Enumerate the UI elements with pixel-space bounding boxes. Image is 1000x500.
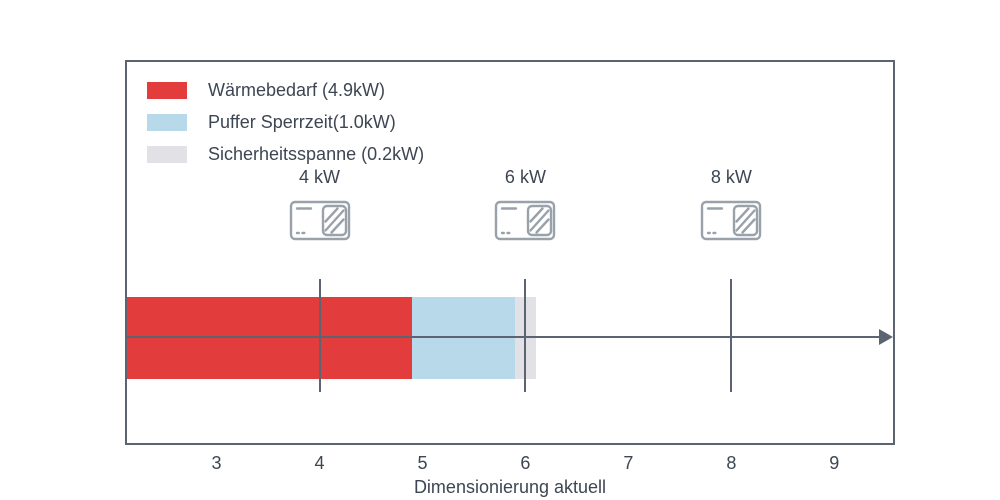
arrow-head-icon xyxy=(879,329,893,345)
x-tick-5: 5 xyxy=(417,453,428,473)
x-tick-8: 8 xyxy=(726,453,737,473)
x-tick-4: 4 xyxy=(314,453,325,473)
legend-item-1: Puffer Sperrzeit(1.0kW) xyxy=(147,112,424,133)
heat-pump-icon xyxy=(289,200,350,241)
x-axis-label: Dimensionierung aktuell xyxy=(413,477,607,497)
legend-swatch-icon xyxy=(147,146,187,163)
axis-arrow xyxy=(127,62,893,443)
arrow-line xyxy=(127,336,883,338)
bar-segment-0 xyxy=(127,297,413,379)
marker-label: 4 kW xyxy=(299,167,341,187)
marker-line-6kw xyxy=(524,279,527,392)
legend-swatch-icon xyxy=(147,82,187,99)
plot-area: 4 kW 6 kW 8 kW Wärmebedarf (4.9kW) Puffer… xyxy=(125,60,895,445)
legend-label: Puffer Sperrzeit(1.0kW) xyxy=(208,112,396,132)
marker-line-8kw xyxy=(730,279,733,392)
heat-pump-icon xyxy=(701,200,762,241)
legend-label: Wärmebedarf (4.9kW) xyxy=(208,80,386,100)
legend-item-2: Sicherheitsspanne (0.2kW) xyxy=(147,144,424,165)
legend-swatch-icon xyxy=(147,114,187,131)
stacked-bar xyxy=(127,62,893,443)
heat-pump-markers: 4 kW 6 kW 8 kW xyxy=(127,62,893,443)
legend: Wärmebedarf (4.9kW) Puffer Sperrzeit(1.0k… xyxy=(147,80,424,176)
marker-label: 6 kW xyxy=(504,167,546,187)
marker-label: 8 kW xyxy=(710,167,752,187)
x-tick-7: 7 xyxy=(623,453,634,473)
marker-line-4kw xyxy=(318,279,321,392)
x-tick-3: 3 xyxy=(211,453,222,473)
bar-segment-1 xyxy=(412,297,516,379)
x-tick-9: 9 xyxy=(829,453,840,473)
legend-item-0: Wärmebedarf (4.9kW) xyxy=(147,80,424,101)
x-tick-6: 6 xyxy=(520,453,531,473)
x-tick-labels: 3 4 5 6 7 8 9 xyxy=(127,453,893,477)
legend-label: Sicherheitsspanne (0.2kW) xyxy=(208,144,425,164)
heat-pump-icon xyxy=(495,200,556,241)
